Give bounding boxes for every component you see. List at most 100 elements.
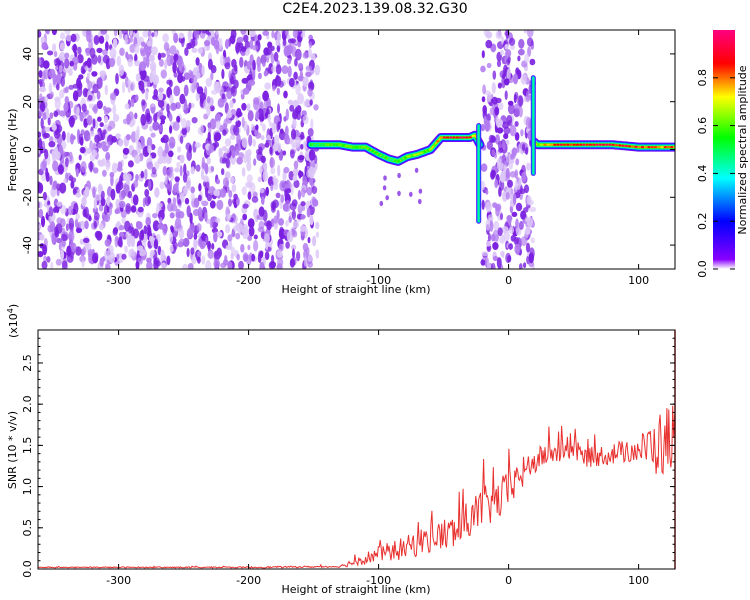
signal-hotspot <box>328 143 333 146</box>
y-tick-label: 0 <box>21 146 34 153</box>
signal-hotspot <box>410 154 414 157</box>
snr-plot-background <box>38 330 675 569</box>
signal-hotspot <box>458 136 463 139</box>
spectrogram-y-label: Frequency (Hz) <box>6 109 19 192</box>
signal-hotspot <box>367 148 372 151</box>
signal-hotspot <box>579 143 583 146</box>
signal-hotspot <box>631 145 635 148</box>
signal-debris <box>383 175 387 181</box>
snr-series-line <box>38 405 675 569</box>
signal-hotspot <box>384 156 388 159</box>
x-tick-label: -200 <box>236 274 261 287</box>
signal-hotspot <box>569 143 573 146</box>
x-tick-label: -100 <box>366 574 391 587</box>
signal-hotspot <box>361 146 365 149</box>
signal-debris <box>382 185 387 191</box>
signal-hotspot <box>309 143 313 146</box>
signal-hotspot <box>562 143 567 146</box>
x-tick-label: 0 <box>505 574 512 587</box>
signal-hotspot <box>322 143 326 146</box>
signal-hotspot <box>455 136 459 139</box>
signal-debris <box>418 188 423 194</box>
signal-hotspot <box>345 144 349 148</box>
signal-hotspot <box>312 143 316 146</box>
colorbar-tick-label: 0.0 <box>696 260 709 278</box>
signal-hotspot <box>423 150 427 153</box>
signal-hotspot <box>462 136 466 139</box>
signal-hotspot <box>439 136 443 139</box>
x-tick-label: -200 <box>236 574 261 587</box>
signal-hotspot <box>540 143 544 146</box>
signal-hotspot <box>663 146 667 149</box>
spectrogram-y-axis: -40 -20 0 20 40 <box>21 47 675 254</box>
signal-hotspot <box>618 144 622 147</box>
signal-hotspot <box>419 151 424 154</box>
signal-hotspot <box>624 144 628 148</box>
signal-hotspot <box>575 143 580 146</box>
signal-hotspot <box>611 143 615 146</box>
signal-debris <box>379 200 384 207</box>
signal-hotspot <box>598 143 602 146</box>
signal-hotspot <box>364 146 368 149</box>
y-tick-label: 0.0 <box>21 560 34 578</box>
signal-hotspot <box>397 160 401 163</box>
signal-hotspot <box>621 144 625 147</box>
signal-hotspot <box>371 150 375 153</box>
snr-x-label: Height of straight line (km) <box>281 583 430 596</box>
snr-y-label: SNR (10 * v/v) <box>6 411 19 489</box>
x-tick-label: 0 <box>505 274 512 287</box>
signal-hotspot <box>585 143 589 146</box>
signal-hotspot <box>406 155 411 158</box>
signal-hotspot <box>445 136 450 139</box>
signal-hotspot <box>670 146 674 149</box>
signal-hotspot <box>601 143 606 146</box>
signal-hotspot <box>644 146 648 149</box>
colorbar-gradient <box>713 30 735 269</box>
signal-hotspot <box>319 143 323 146</box>
signal-debris <box>418 198 422 205</box>
signal-hotspot <box>637 146 641 149</box>
signal-hotspot <box>608 143 612 146</box>
signal-hotspot <box>650 146 654 149</box>
colorbar-tick-label: 0.8 <box>696 69 709 87</box>
signal-hotspot <box>341 144 346 147</box>
signal-hotspot <box>325 143 329 146</box>
y-tick-label: 2.0 <box>21 395 34 413</box>
signal-hotspot <box>549 143 554 146</box>
signal-hotspot <box>634 145 638 148</box>
signal-hotspot <box>640 146 645 149</box>
signal-hotspot <box>468 136 472 139</box>
signal-hotspot <box>432 143 437 147</box>
signal-hotspot <box>390 158 394 161</box>
signal-hotspot <box>546 143 550 146</box>
x-tick-label: 100 <box>628 574 649 587</box>
signal-track <box>306 75 675 224</box>
signal-hotspot <box>605 143 609 146</box>
signal-hotspot <box>403 156 407 159</box>
signal-hotspot <box>449 136 453 139</box>
signal-hotspot <box>351 146 355 149</box>
signal-hotspot <box>582 143 586 146</box>
signal-hotspot <box>559 143 563 146</box>
signal-hotspot <box>393 159 398 162</box>
signal-hotspot <box>416 152 420 156</box>
signal-debris <box>385 195 390 201</box>
signal-hotspot <box>556 143 560 146</box>
colorbar-tick-label: 0.2 <box>696 212 709 230</box>
colorbar-ticks: 0.0 0.2 0.4 0.6 0.8 <box>696 69 735 278</box>
signal-hotspot <box>452 136 456 139</box>
signal-hotspot <box>442 136 446 139</box>
spectrogram-content <box>38 30 675 269</box>
signal-hotspot <box>566 143 570 146</box>
signal-hotspot <box>413 153 417 156</box>
y-tick-label: 2.5 <box>21 354 34 372</box>
signal-hotspot <box>335 143 339 146</box>
signal-hotspot <box>536 143 541 146</box>
snr-y-axis: 0.0 0.5 1.0 1.5 2.0 2.5 <box>21 337 675 578</box>
signal-debris <box>409 191 413 197</box>
signal-hotspot <box>377 153 381 156</box>
spectrogram-x-label: Height of straight line (km) <box>281 283 430 296</box>
figure-title: C2E4.2023.139.08.32.G30 <box>282 1 468 17</box>
